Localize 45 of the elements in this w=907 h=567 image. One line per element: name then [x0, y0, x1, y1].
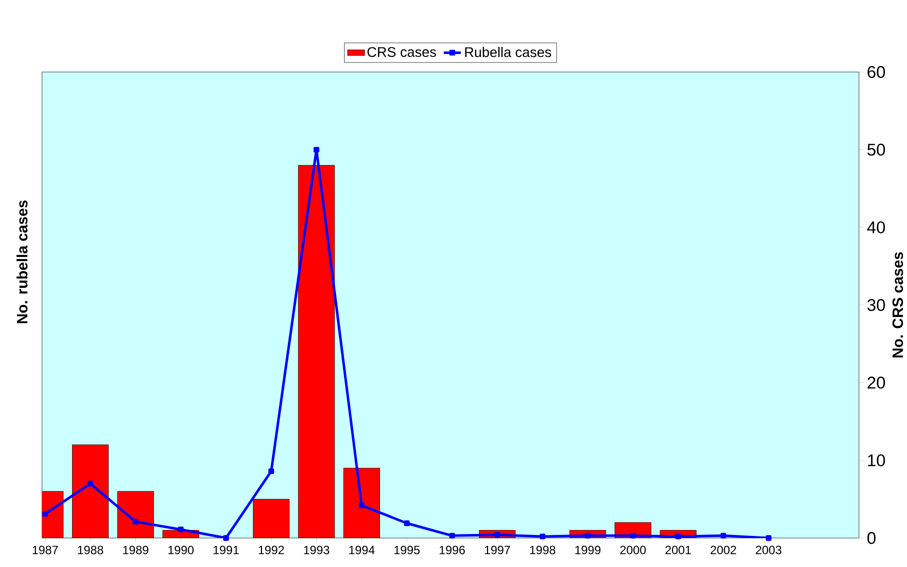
point — [268, 468, 274, 474]
point — [720, 532, 726, 539]
y-tick-label: 0 — [867, 532, 876, 544]
y-tick-label: 30 — [867, 299, 885, 311]
point — [42, 511, 48, 517]
legend-label: Rubella cases — [465, 46, 552, 58]
point — [630, 532, 636, 539]
x-tick-label: 2000 — [620, 546, 646, 554]
point — [494, 532, 500, 538]
point — [675, 534, 682, 540]
x-tick-label: 2001 — [665, 546, 691, 554]
x-tick-label: 1996 — [440, 546, 465, 554]
y-axis-title: No. rubella cases — [16, 200, 28, 324]
x-tick-label: 1997 — [484, 546, 510, 554]
y-tick-label: 10 — [868, 454, 885, 466]
point — [449, 532, 455, 539]
x-tick-label: 1998 — [530, 546, 556, 554]
x-tick-label: 1987 — [32, 546, 58, 554]
y-tick-label: 50 — [867, 144, 885, 156]
x-tick-label: 1988 — [78, 546, 104, 554]
x-tick-label: 1991 — [214, 546, 239, 554]
y2-axis-title: No. CRS cases — [892, 252, 904, 358]
point — [766, 535, 772, 541]
y-tick-label: 60 — [868, 66, 885, 78]
point — [314, 146, 320, 153]
x-tick-label: 1994 — [349, 546, 375, 554]
point — [88, 480, 94, 486]
x-tick-label: 1989 — [123, 546, 148, 554]
legend-label: CRS cases — [367, 47, 436, 57]
point — [132, 518, 138, 525]
point — [540, 534, 546, 540]
x-tick-label: 1995 — [394, 546, 420, 554]
y-tick-label: 40 — [867, 221, 885, 234]
point — [358, 502, 365, 508]
x-tick-label: 2003 — [756, 546, 782, 554]
point — [584, 532, 591, 539]
point — [178, 526, 184, 532]
x-tick-label: 2002 — [710, 546, 736, 554]
point — [223, 535, 229, 541]
x-tick-label: 1993 — [304, 546, 330, 554]
y-tick-label: 20 — [868, 376, 885, 389]
x-tick-label: 1992 — [258, 546, 284, 554]
x-tick-label: 1990 — [168, 546, 194, 554]
x-tick-label: 1999 — [575, 546, 600, 554]
point — [404, 520, 410, 526]
